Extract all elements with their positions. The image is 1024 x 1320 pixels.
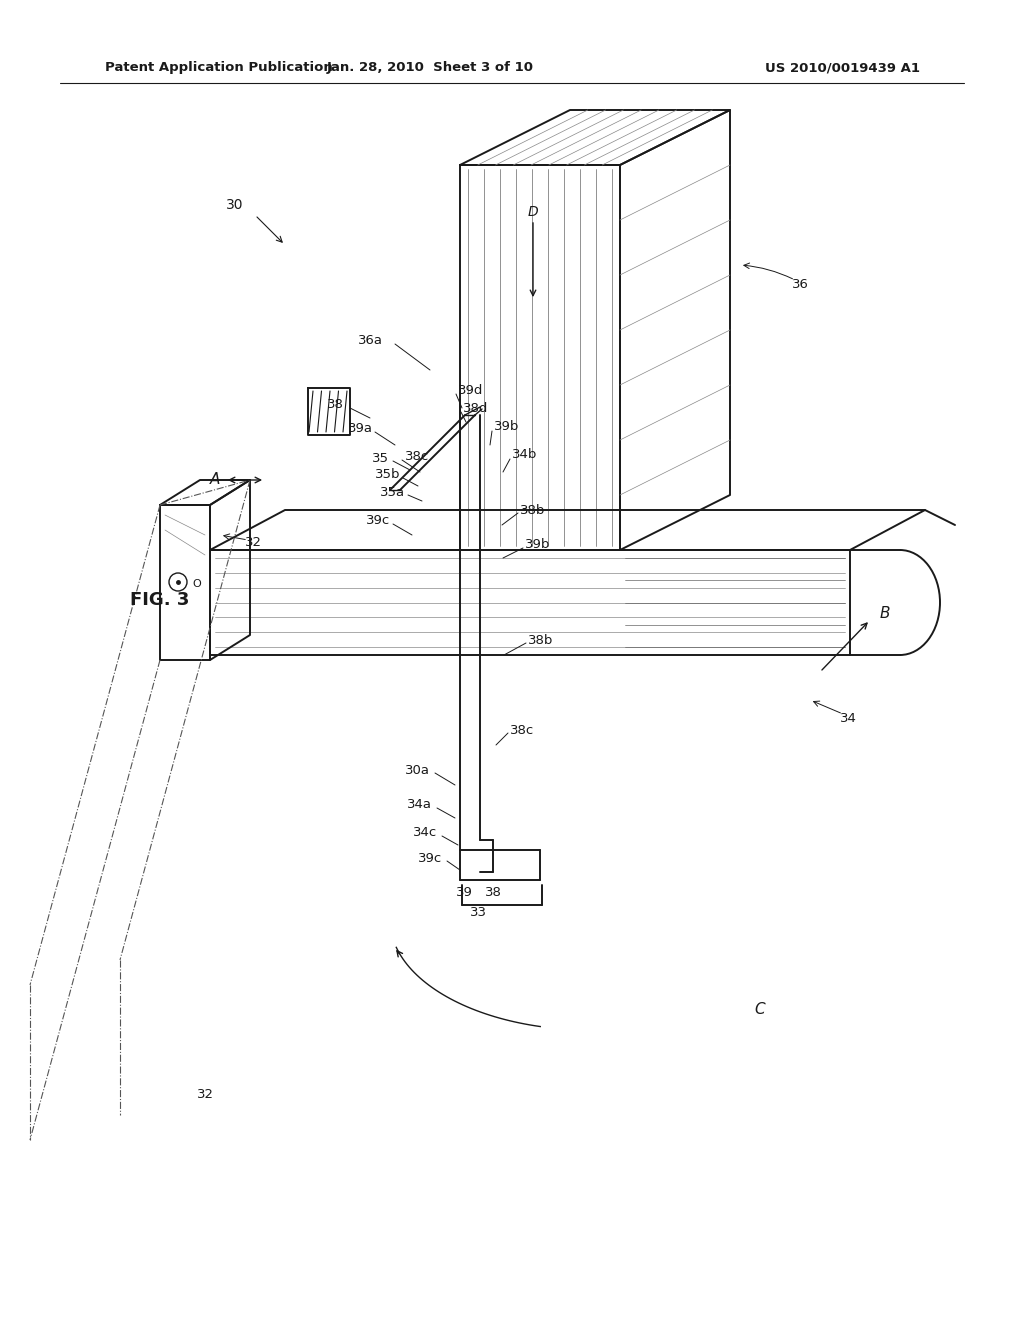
Text: 35a: 35a bbox=[381, 486, 406, 499]
Text: 34c: 34c bbox=[413, 826, 437, 840]
Text: Jan. 28, 2010  Sheet 3 of 10: Jan. 28, 2010 Sheet 3 of 10 bbox=[327, 62, 534, 74]
Text: 38: 38 bbox=[327, 399, 343, 412]
Text: 39: 39 bbox=[456, 887, 472, 899]
Text: 32: 32 bbox=[245, 536, 261, 549]
Text: C: C bbox=[755, 1002, 765, 1018]
Text: Patent Application Publication: Patent Application Publication bbox=[105, 62, 333, 74]
Text: 36: 36 bbox=[792, 279, 808, 292]
Text: O: O bbox=[193, 579, 201, 589]
Text: 39a: 39a bbox=[347, 421, 373, 434]
Text: 38b: 38b bbox=[528, 634, 553, 647]
Text: 39c: 39c bbox=[418, 851, 442, 865]
Text: 32: 32 bbox=[197, 1089, 213, 1101]
Text: 36a: 36a bbox=[357, 334, 383, 346]
Text: 33: 33 bbox=[469, 906, 486, 919]
Text: 39d: 39d bbox=[458, 384, 483, 396]
Text: A: A bbox=[210, 473, 220, 487]
Text: 35b: 35b bbox=[375, 469, 400, 482]
Text: 34a: 34a bbox=[407, 799, 432, 812]
Text: B: B bbox=[880, 606, 890, 620]
Text: 35: 35 bbox=[372, 451, 388, 465]
Text: 30a: 30a bbox=[406, 763, 430, 776]
Text: 30: 30 bbox=[226, 198, 244, 213]
Text: US 2010/0019439 A1: US 2010/0019439 A1 bbox=[765, 62, 920, 74]
Text: 39b: 39b bbox=[494, 421, 519, 433]
Text: D: D bbox=[527, 205, 539, 219]
Text: 34b: 34b bbox=[512, 449, 538, 462]
Text: 38: 38 bbox=[484, 887, 502, 899]
Text: 34: 34 bbox=[840, 711, 856, 725]
Text: 38b: 38b bbox=[520, 503, 546, 516]
Text: 38c: 38c bbox=[406, 450, 429, 463]
Text: 38c: 38c bbox=[510, 723, 535, 737]
Text: 39c: 39c bbox=[366, 513, 390, 527]
Text: 38d: 38d bbox=[463, 401, 488, 414]
Text: FIG. 3: FIG. 3 bbox=[130, 591, 189, 609]
Text: 39b: 39b bbox=[525, 539, 550, 552]
